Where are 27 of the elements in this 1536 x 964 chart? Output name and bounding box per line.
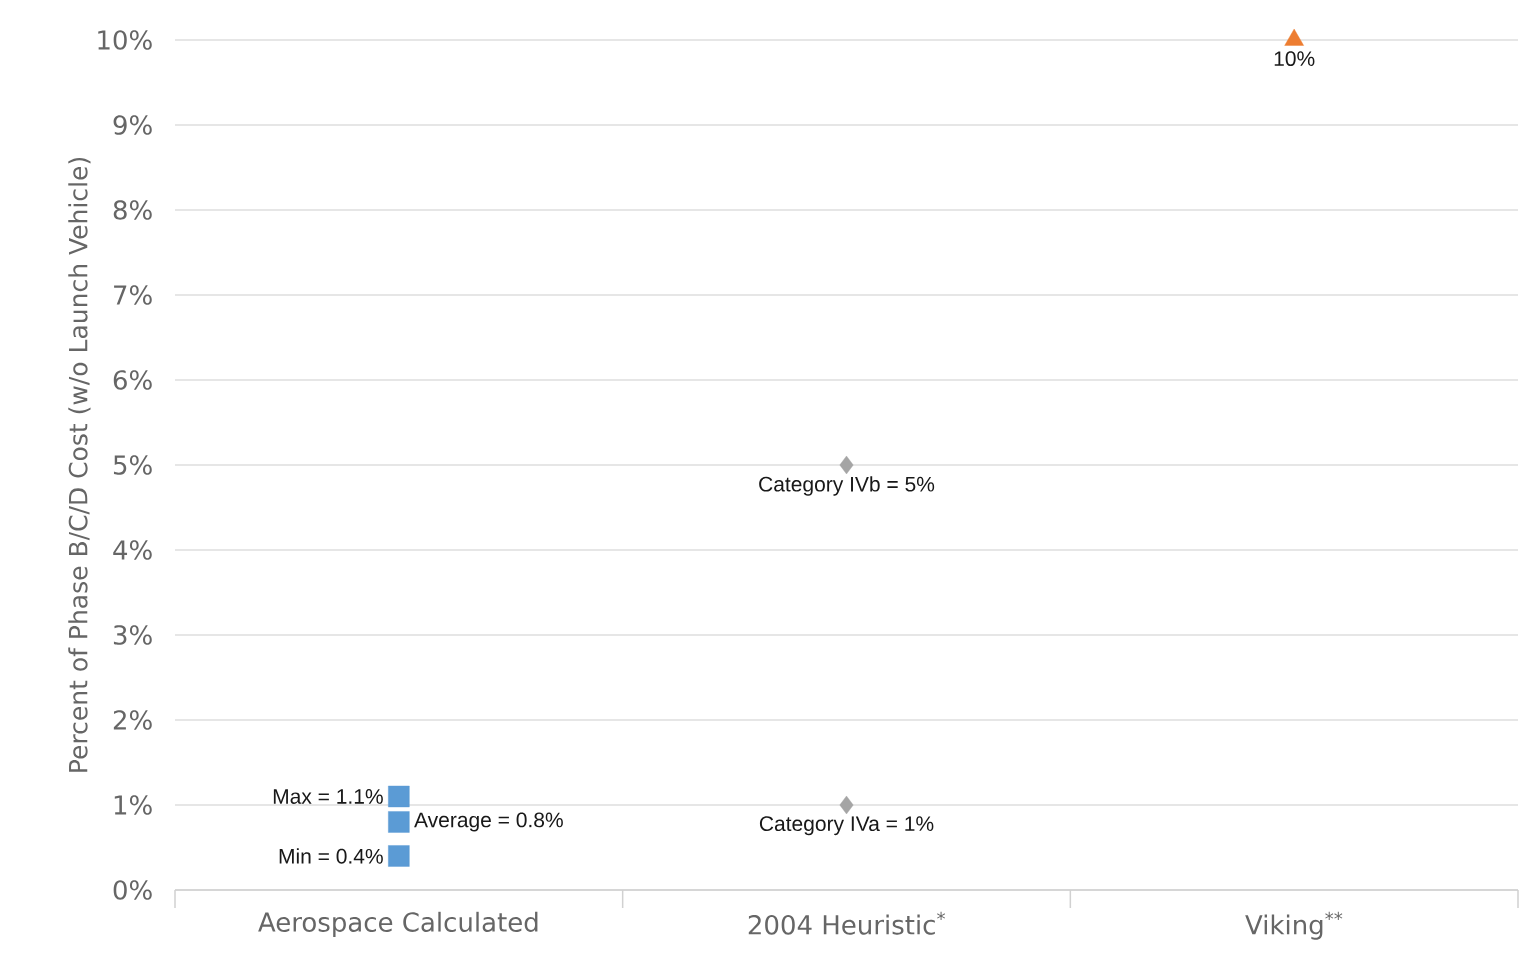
point <box>839 795 854 815</box>
x-tick-label: 2004 Heuristic$^{*}$ <box>748 911 946 935</box>
data-label: Category IVa = 1% <box>759 816 934 836</box>
y-tick-label: 10% <box>98 30 152 50</box>
y-tick-label: 0% <box>113 880 152 900</box>
data-label: Category IVb = 5% <box>759 476 935 496</box>
point <box>1284 28 1304 46</box>
y-tick-label: 9% <box>113 115 152 135</box>
data-label: Min = 0.4% <box>279 848 383 864</box>
point <box>388 845 410 867</box>
y-tick-label: 3% <box>113 625 152 645</box>
y-axis-title: Percent of Phase B/C/D Cost (w/o Launch Vehicle) <box>68 157 91 772</box>
y-tick-label: 2% <box>113 710 152 730</box>
point <box>839 455 854 475</box>
data-label: Max = 1.1% <box>273 789 383 804</box>
x-tick-label: Aerospace Calculated <box>258 911 538 937</box>
data-label: 10% <box>1274 51 1315 67</box>
x-tick-label: Viking$^{**}$ <box>1245 911 1343 940</box>
y-tick-label: 1% <box>114 795 152 815</box>
point <box>388 785 410 808</box>
y-tick-label: 5% <box>113 455 152 475</box>
y-tick-label: 4% <box>113 540 152 560</box>
point <box>388 811 410 833</box>
y-tick-label: 6% <box>113 370 152 390</box>
y-tick-label: 8% <box>113 200 152 220</box>
data-label: Average = 0.8% <box>414 812 563 832</box>
y-tick-label: 7% <box>114 285 152 305</box>
